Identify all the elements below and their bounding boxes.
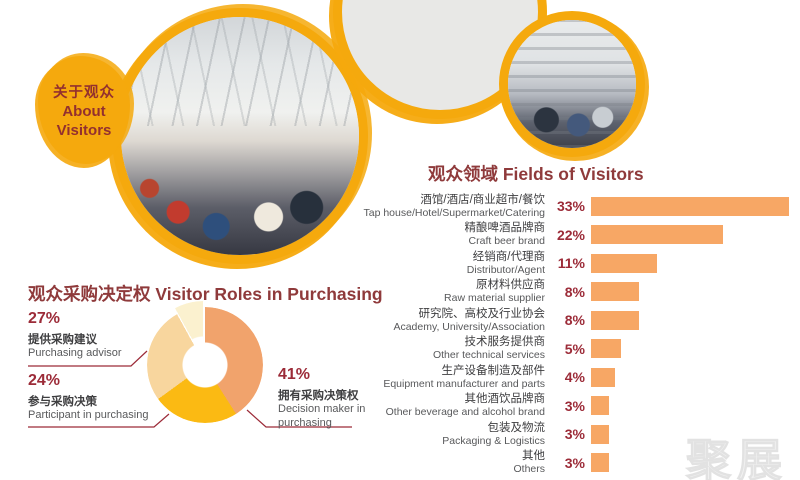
bar-row: 包装及物流 Packaging & Logistics 3% xyxy=(340,420,800,449)
bar-row: 经销商/代理商 Distributor/Agent 11% xyxy=(340,249,800,278)
bar-row: 精酿啤酒品牌商 Craft beer brand 22% xyxy=(340,221,800,250)
aisle-photo-placeholder xyxy=(508,20,636,148)
donut-percent: 27% xyxy=(28,310,61,327)
bar-label-zh: 经销商/代理商 xyxy=(472,250,545,263)
bar xyxy=(591,424,609,444)
bar-label-en: Packaging & Logistics xyxy=(442,434,545,447)
bar-value-label: 3% xyxy=(564,397,585,414)
bar-row: 原材料供应商 Raw material supplier 8% xyxy=(340,278,800,307)
bar-row: 酒馆/酒店/商业超市/餐饮 Tap house/Hotel/Supermarket… xyxy=(340,192,800,221)
donut-label-participant: 24% 参与采购决策 Participant in purchasing xyxy=(28,372,148,423)
bar xyxy=(591,310,639,330)
donut-label-en: Purchasing advisor xyxy=(28,347,122,359)
bar-value-label: 33% xyxy=(556,198,585,215)
donut-label-en: Decision maker in purchasing xyxy=(278,403,366,429)
badge-title-en-2: Visitors xyxy=(56,121,112,139)
exhibition-hall-photo-placeholder xyxy=(121,17,359,255)
bar-label-en: Other beverage and alcohol brand xyxy=(385,406,545,418)
donut-label-purchasing-advisor: 27% 提供采购建议 Purchasing advisor xyxy=(28,310,122,361)
bar-row: 技术服务提供商 Other technical services 5% xyxy=(340,335,800,364)
bar xyxy=(591,339,621,359)
bar-label-en: Raw material supplier xyxy=(444,292,545,304)
bar-label-zh: 其他 xyxy=(522,450,545,462)
badge-title-zh: 关于观众 xyxy=(53,84,115,101)
bar xyxy=(591,253,657,273)
bar-label-en: Equipment manufacturer and parts xyxy=(383,377,545,390)
bar-label-zh: 包装及物流 xyxy=(487,421,546,434)
photo-exhibition-hall xyxy=(112,8,368,264)
donut-chart-title: 观众采购决定权 Visitor Roles in Purchasing xyxy=(28,284,383,304)
bar-value-label: 4% xyxy=(564,369,585,386)
ceiling-truss-texture xyxy=(121,17,359,127)
bar-label-zh: 精酿啤酒品牌商 xyxy=(464,222,546,234)
bar xyxy=(591,367,615,387)
bar-label-zh: 原材料供应商 xyxy=(476,279,545,291)
bar-label-zh: 其他酒饮品牌商 xyxy=(464,393,546,405)
fields-of-visitors-chart: 酒馆/酒店/商业超市/餐饮 Tap house/Hotel/Supermarket… xyxy=(340,192,800,477)
bar-label-en: Academy, University/Association xyxy=(393,320,545,333)
bar-value-label: 8% xyxy=(564,283,585,300)
donut-label-decision-maker: 41% 拥有采购决策权 Decision maker in purchasing xyxy=(278,366,396,430)
bar-label-en: Others xyxy=(513,463,545,475)
donut-percent: 24% xyxy=(28,372,61,389)
bar-row: 其他酒饮品牌商 Other beverage and alcohol brand … xyxy=(340,392,800,421)
bar-value-label: 22% xyxy=(556,226,585,243)
bar-row: 其他 Others 3% xyxy=(340,449,800,478)
badge-title-en-1: About xyxy=(62,102,106,120)
bar-label-en: Tap house/Hotel/Supermarket/Catering xyxy=(363,206,545,219)
donut-label-zh: 拥有采购决策权 xyxy=(278,390,359,402)
bar-label-en: Other technical services xyxy=(432,349,545,361)
bar-row: 生产设备制造及部件 Equipment manufacturer and part… xyxy=(340,363,800,392)
bar xyxy=(591,282,639,302)
donut-percent: 41% xyxy=(278,366,311,383)
bar-label-zh: 技术服务提供商 xyxy=(464,336,546,348)
site-watermark: 聚展 xyxy=(685,435,789,480)
bar-value-label: 11% xyxy=(557,255,585,272)
donut-label-zh: 提供采购建议 xyxy=(28,334,97,346)
donut-label-en: Participant in purchasing xyxy=(28,409,149,421)
bar-row: 研究院、高校及行业协会 Academy, University/Associati… xyxy=(340,306,800,335)
bar-chart-title: 观众领域 Fields of Visitors xyxy=(428,164,644,184)
bar xyxy=(591,196,789,216)
bar-value-label: 3% xyxy=(564,426,585,443)
bar-value-label: 8% xyxy=(564,312,585,329)
bar-label-zh: 研究院、高校及行业协会 xyxy=(418,307,546,320)
bar-value-label: 3% xyxy=(564,454,585,471)
bar-label-en: Distributor/Agent xyxy=(466,263,545,276)
about-visitors-badge: 关于观众 About Visitors xyxy=(38,56,130,164)
bar-value-label: 5% xyxy=(564,340,585,357)
bar-label-zh: 生产设备制造及部件 xyxy=(441,364,546,377)
bar xyxy=(591,453,609,473)
bar xyxy=(591,396,609,416)
bar xyxy=(591,225,723,245)
bar-label-zh: 酒馆/酒店/商业超市/餐饮 xyxy=(420,193,545,206)
donut-label-zh: 参与采购决策 xyxy=(28,396,97,408)
bar-label-en: Craft beer brand xyxy=(468,235,545,247)
photo-visitors-aisle xyxy=(499,11,645,157)
donut-exploded-slice xyxy=(145,301,261,417)
